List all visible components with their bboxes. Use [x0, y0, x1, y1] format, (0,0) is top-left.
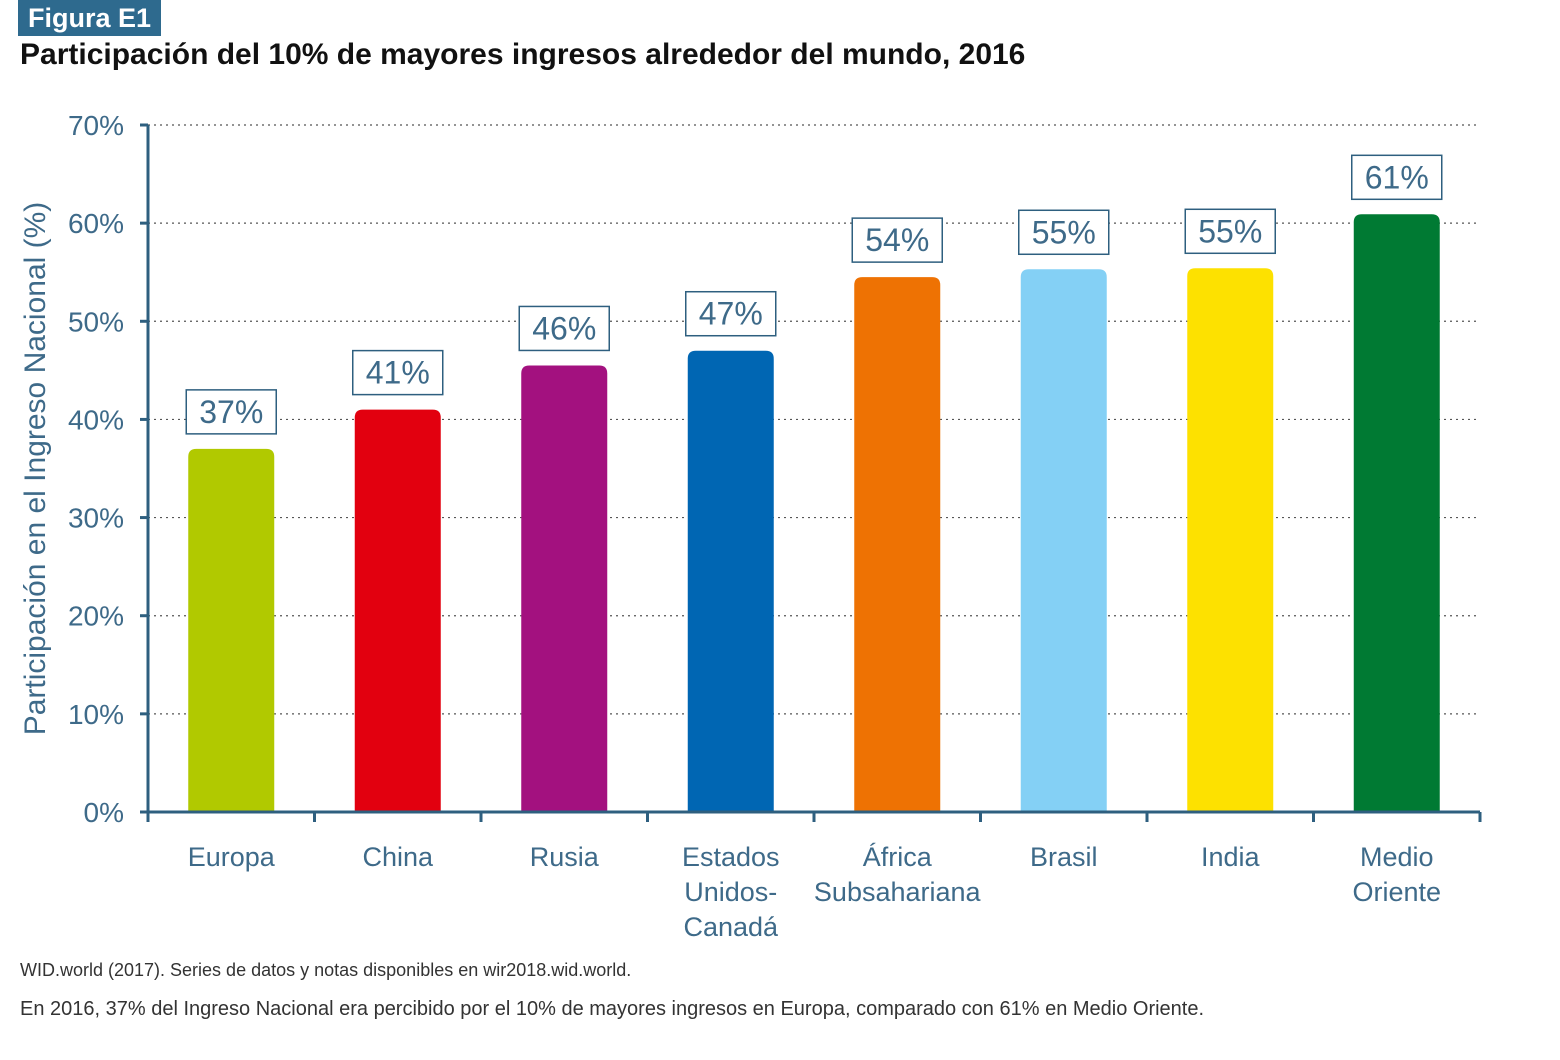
y-tick-label: 60% — [68, 208, 124, 239]
x-tick-label: China — [362, 842, 434, 872]
bar — [1020, 269, 1107, 812]
x-tick-label: Europa — [188, 842, 276, 872]
x-tick-label: India — [1201, 842, 1261, 872]
x-tick-label: Oriente — [1352, 877, 1441, 907]
data-label-box — [352, 349, 444, 396]
y-tick-label: 40% — [68, 404, 124, 435]
data-label: 47% — [699, 296, 763, 332]
bar — [1187, 268, 1274, 812]
figure-tag: Figura E1 — [18, 0, 162, 36]
y-tick-label: 30% — [68, 503, 124, 534]
x-tick-label: Medio — [1360, 842, 1434, 872]
bar — [354, 409, 441, 812]
data-label-box — [185, 389, 277, 435]
data-label: 61% — [1365, 159, 1429, 195]
y-tick-label: 0% — [84, 797, 124, 828]
data-label: 55% — [1032, 214, 1096, 250]
bar — [521, 365, 608, 812]
x-tick-label: África — [863, 842, 933, 872]
x-tick-label: Rusia — [530, 842, 600, 872]
data-label: 41% — [366, 355, 430, 391]
x-tick-label: Estados — [682, 842, 780, 872]
data-label-box — [1018, 209, 1110, 256]
x-tick-label: Unidos- — [684, 877, 777, 907]
data-label-box — [851, 217, 943, 263]
y-tick-label: 10% — [68, 699, 124, 730]
data-label-box — [685, 290, 777, 337]
x-tick-label: Brasil — [1030, 842, 1098, 872]
y-tick-label: 50% — [68, 306, 124, 337]
data-label: 55% — [1198, 213, 1262, 249]
bar — [1353, 214, 1440, 812]
x-tick-label: Subsahariana — [814, 877, 982, 907]
y-tick-label: 20% — [68, 601, 124, 632]
figure-note: En 2016, 37% del Ingreso Nacional era pe… — [20, 998, 1205, 1020]
bar — [687, 350, 774, 812]
x-tick-label: Canadá — [683, 912, 779, 942]
source-note: WID.world (2017). Series de datos y nota… — [20, 960, 632, 980]
data-label: 46% — [532, 310, 596, 346]
data-label-box — [1351, 154, 1443, 201]
bar-chart: 0% 10% 20% 30% 40% 50% 60% 70% Participación en … — [19, 110, 1482, 942]
data-label-box — [1184, 208, 1276, 255]
data-label-box — [518, 305, 610, 352]
figure-title: Participación del 10% de mayores ingreso… — [20, 38, 1026, 71]
bar — [854, 277, 941, 812]
bar — [188, 448, 275, 812]
y-axis-label: Participación en el Ingreso Nacional (%) — [19, 202, 52, 736]
data-label: 54% — [865, 222, 929, 258]
y-tick-label: 70% — [68, 110, 124, 141]
data-label: 37% — [199, 394, 263, 430]
